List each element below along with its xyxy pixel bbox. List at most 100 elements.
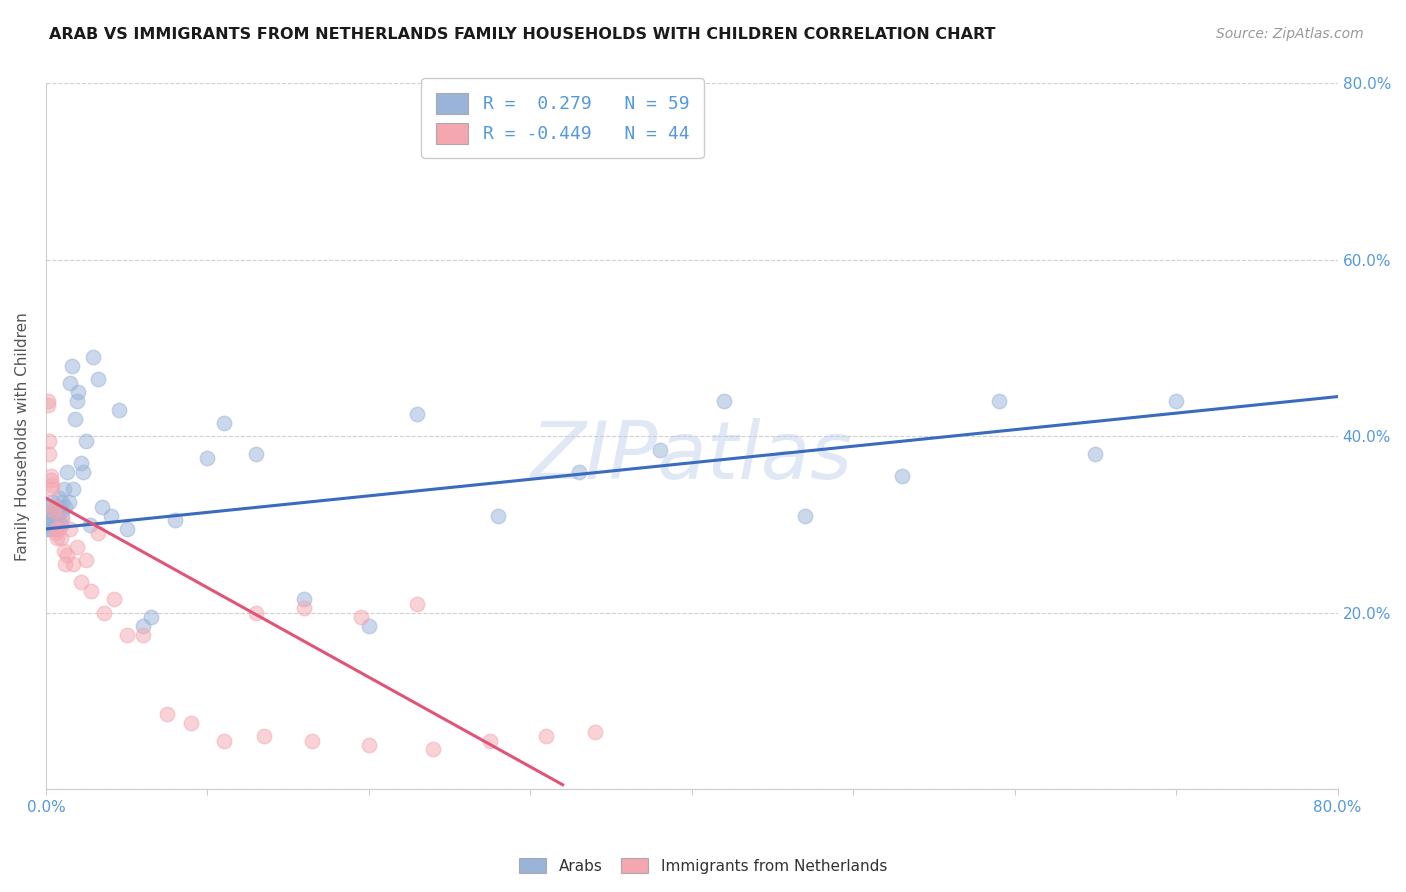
Point	[583, 724, 606, 739]
Point	[115, 522, 138, 536]
Point	[52, 482, 75, 496]
Point	[49, 504, 72, 518]
Point	[713, 394, 735, 409]
Point	[49, 517, 72, 532]
Point	[91, 500, 114, 514]
Point	[62, 558, 84, 572]
Point	[253, 729, 276, 743]
Point	[107, 402, 129, 417]
Point	[70, 574, 93, 589]
Point	[350, 610, 373, 624]
Point	[52, 544, 75, 558]
Point	[45, 526, 67, 541]
Point	[72, 465, 94, 479]
Point	[486, 508, 509, 523]
Point	[212, 733, 235, 747]
Point	[41, 495, 63, 509]
Point	[39, 504, 62, 518]
Point	[80, 583, 103, 598]
Text: Source: ZipAtlas.com: Source: ZipAtlas.com	[1216, 27, 1364, 41]
Point	[58, 495, 80, 509]
Point	[648, 442, 671, 457]
Point	[56, 549, 79, 563]
Point	[48, 513, 70, 527]
Point	[46, 517, 69, 532]
Point	[42, 500, 65, 514]
Point	[100, 508, 122, 523]
Point	[42, 517, 65, 532]
Point	[70, 456, 93, 470]
Point	[38, 500, 60, 514]
Point	[51, 508, 73, 523]
Point	[75, 434, 97, 448]
Point	[39, 474, 62, 488]
Point	[568, 465, 591, 479]
Y-axis label: Family Households with Children: Family Households with Children	[15, 312, 30, 561]
Point	[536, 729, 558, 743]
Point	[39, 522, 62, 536]
Point	[890, 469, 912, 483]
Point	[357, 619, 380, 633]
Point	[357, 738, 380, 752]
Point	[292, 592, 315, 607]
Point	[39, 469, 62, 483]
Point	[49, 531, 72, 545]
Point	[62, 482, 84, 496]
Point	[103, 592, 125, 607]
Point	[42, 508, 65, 523]
Point	[82, 350, 104, 364]
Point	[63, 411, 86, 425]
Point	[45, 522, 67, 536]
Point	[60, 359, 83, 373]
Point	[37, 394, 59, 409]
Point	[1084, 447, 1107, 461]
Point	[793, 508, 815, 523]
Point	[37, 522, 59, 536]
Point	[41, 513, 63, 527]
Point	[67, 385, 90, 400]
Point	[45, 504, 67, 518]
Point	[48, 500, 70, 514]
Point	[48, 491, 70, 505]
Point	[37, 508, 59, 523]
Point	[38, 434, 60, 448]
Point	[139, 610, 162, 624]
Point	[197, 451, 219, 466]
Point	[132, 619, 155, 633]
Point	[59, 522, 82, 536]
Text: ZIPatlas: ZIPatlas	[530, 418, 853, 497]
Point	[38, 517, 60, 532]
Point	[46, 508, 69, 523]
Point	[86, 372, 108, 386]
Point	[75, 553, 97, 567]
Point	[406, 407, 429, 421]
Point	[48, 522, 70, 536]
Point	[478, 733, 501, 747]
Point	[51, 495, 73, 509]
Point	[56, 465, 79, 479]
Point	[46, 531, 69, 545]
Legend: Arabs, Immigrants from Netherlands: Arabs, Immigrants from Netherlands	[513, 852, 893, 880]
Point	[66, 394, 89, 409]
Point	[41, 478, 63, 492]
Point	[301, 733, 323, 747]
Point	[180, 716, 202, 731]
Point	[53, 500, 76, 514]
Point	[38, 447, 60, 461]
Point	[42, 504, 65, 518]
Point	[93, 606, 115, 620]
Point	[115, 628, 138, 642]
Point	[165, 513, 187, 527]
Point	[1166, 394, 1188, 409]
Point	[212, 416, 235, 430]
Point	[422, 742, 444, 756]
Point	[156, 707, 179, 722]
Point	[245, 606, 267, 620]
Point	[987, 394, 1010, 409]
Point	[132, 628, 155, 642]
Text: ARAB VS IMMIGRANTS FROM NETHERLANDS FAMILY HOUSEHOLDS WITH CHILDREN CORRELATION : ARAB VS IMMIGRANTS FROM NETHERLANDS FAMI…	[49, 27, 995, 42]
Point	[406, 597, 429, 611]
Point	[245, 447, 267, 461]
Point	[37, 399, 59, 413]
Legend: R =  0.279   N = 59, R = -0.449   N = 44: R = 0.279 N = 59, R = -0.449 N = 44	[422, 78, 704, 158]
